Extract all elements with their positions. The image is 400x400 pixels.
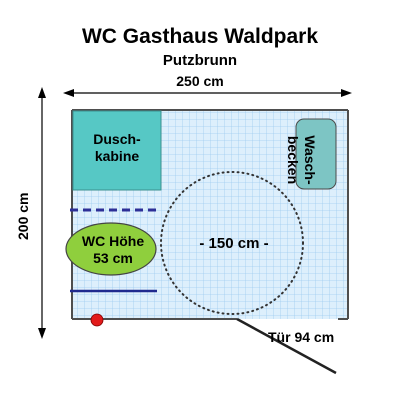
turning-circle — [160, 171, 304, 315]
door-swing-line — [236, 317, 337, 375]
toilet-bowl — [65, 222, 157, 276]
shower-cabin-label: Dusch- kabine — [93, 131, 141, 164]
width-arrow-right — [341, 89, 352, 97]
diagram-subtitle: Putzbrunn — [162, 52, 238, 69]
wash-basin — [295, 118, 337, 190]
width-dimension-label: 250 cm — [176, 73, 224, 89]
shower-cabin — [72, 110, 162, 191]
toilet-height-label: WC Höhe 53 cm — [81, 233, 145, 266]
wash-basin-label: Wasch- becken — [285, 135, 318, 185]
emergency-button-marker — [90, 313, 104, 327]
turning-circle-label: - 150 cm - — [199, 235, 269, 252]
height-arrow-bottom — [38, 328, 46, 339]
door-width-label: Tür 94 cm — [268, 329, 335, 345]
width-arrow-left — [63, 89, 74, 97]
height-arrow-top — [38, 87, 46, 98]
height-dimension-label: 200 cm — [15, 192, 31, 240]
diagram-title: WC Gasthaus Waldpark — [81, 25, 319, 48]
